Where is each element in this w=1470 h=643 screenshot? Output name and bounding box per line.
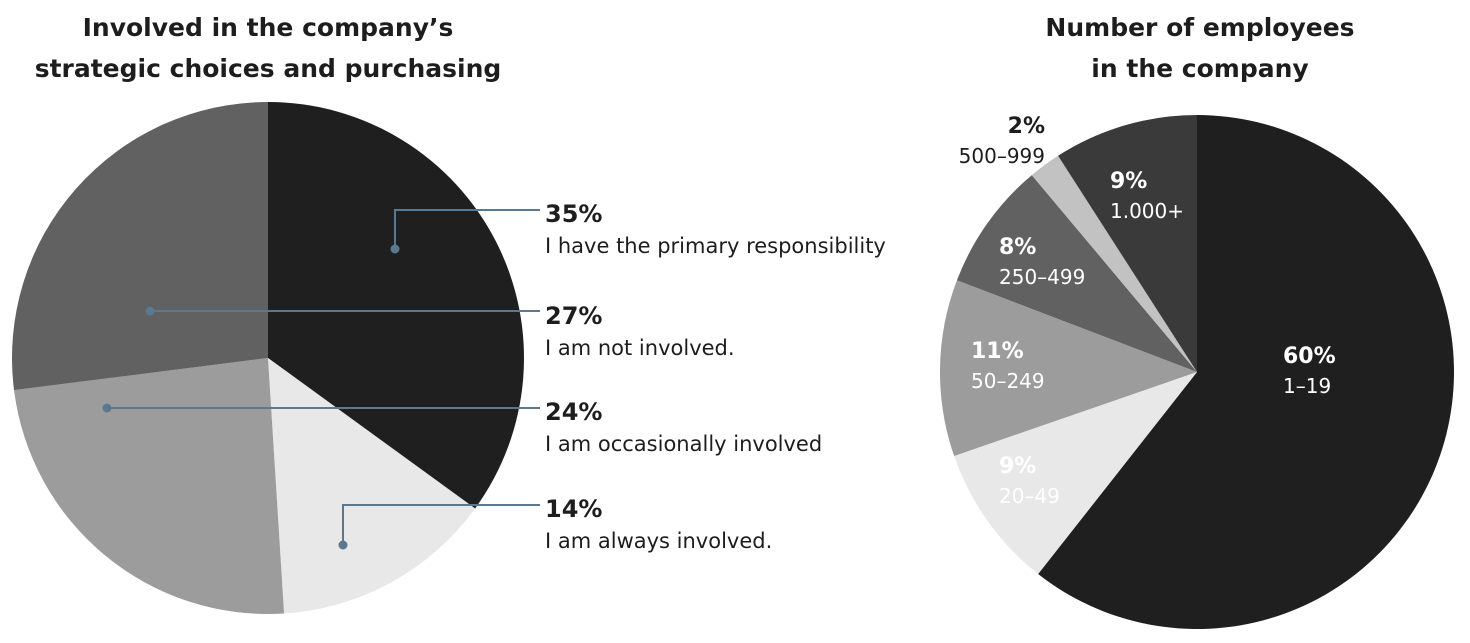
chart-2-slice-4-percent: 2% (1008, 114, 1045, 139)
chart-employees: Number of employees in the company 60% 1–… (939, 13, 1454, 629)
chart-2-slice-0 (1038, 115, 1454, 629)
chart-2-slice-5 (1058, 115, 1197, 372)
chart-2-slice-5-label: 1.000+ (1110, 199, 1184, 223)
chart-2-slice-2-label: 50–249 (971, 369, 1045, 393)
chart-1-leader-line-0 (394, 209, 540, 249)
chart-1-title-line-2: strategic choices and purchasing (35, 54, 502, 83)
chart-2-slice-0-percent: 60% (1283, 344, 1336, 369)
chart-2-slice-1-label: 20–49 (999, 484, 1060, 508)
chart-1-slice-3-label: I am not involved. (545, 336, 735, 360)
chart-2-slice-1 (954, 372, 1197, 575)
chart-1-leader-dot-0 (390, 244, 400, 254)
chart-1-leader-line-1 (342, 504, 540, 545)
chart-2-slice-0-label: 1–19 (1283, 374, 1331, 398)
chart-2-slice-3 (956, 175, 1197, 372)
chart-2-slice-4 (1031, 155, 1197, 372)
chart-1-leader-dot-3 (145, 306, 155, 316)
chart-1-leader-dot-1 (338, 540, 348, 550)
chart-2-slice-3-label: 250–499 (999, 265, 1085, 289)
chart-1-leader-dot-2 (102, 403, 112, 413)
chart-2-slice-1-percent: 9% (999, 454, 1036, 479)
chart-2-slice-3-percent: 8% (999, 235, 1036, 260)
chart-1-slice-2-percent: 24% (545, 398, 602, 426)
chart-1-slice-0-percent: 35% (545, 200, 602, 228)
chart-1-slice-1-label: I am always involved. (545, 529, 772, 553)
chart-2-slice-2-percent: 11% (971, 339, 1024, 364)
chart-1-slice-0-label: I have the primary responsibility (545, 234, 886, 258)
chart-1-slice-2-label: I am occasionally involved (545, 432, 822, 456)
chart-2-slice-5-percent: 9% (1110, 169, 1147, 194)
chart-1-slice-3 (12, 102, 268, 391)
chart-2-slice-4-label: 500–999 (959, 144, 1045, 168)
chart-1-slice-1 (268, 358, 476, 614)
chart-involvement: Involved in the company’s strategic choi… (12, 13, 886, 614)
chart-1-slice-2 (14, 358, 285, 614)
chart-2-title-line-2: in the company (1091, 54, 1308, 83)
chart-2-title-line-1: Number of employees (1045, 13, 1354, 42)
chart-1-slice-1-percent: 14% (545, 495, 602, 523)
chart-1-slice-3-percent: 27% (545, 302, 602, 330)
chart-1-title-line-1: Involved in the company’s (83, 13, 454, 42)
chart-1-slice-0 (268, 102, 524, 509)
chart-2-slice-2 (939, 280, 1197, 457)
